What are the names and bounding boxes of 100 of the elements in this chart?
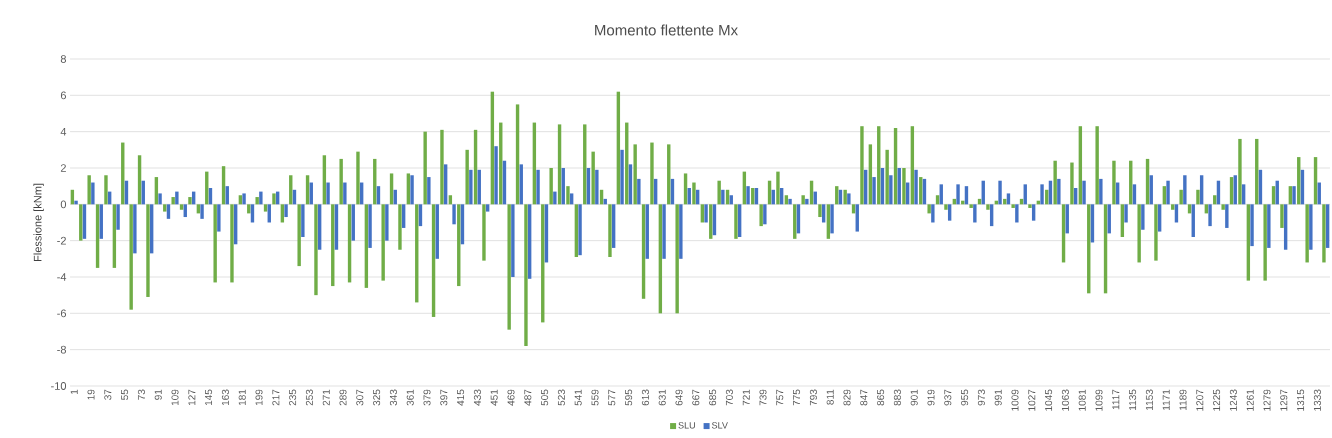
bar — [620, 149, 624, 205]
x-tick-label: 307 — [356, 389, 364, 406]
x-tick-label: 181 — [238, 389, 246, 406]
bar — [553, 191, 557, 205]
bar — [1028, 204, 1032, 208]
x-tick-label: 1135 — [1129, 389, 1137, 410]
x-tick-label: 1189 — [1179, 389, 1187, 410]
x-tick-label: 667 — [692, 389, 700, 406]
bar — [401, 204, 406, 228]
x-tick-label: 1225 — [1213, 389, 1221, 411]
bar — [855, 204, 859, 232]
bar — [830, 204, 834, 234]
bar — [158, 193, 162, 205]
bar — [650, 142, 654, 205]
bar — [494, 146, 498, 205]
bar — [255, 197, 259, 205]
y-tick-label: 4 — [60, 127, 67, 136]
x-tick-label: 487 — [524, 389, 532, 406]
bar — [242, 193, 246, 205]
bar — [1225, 204, 1229, 228]
bar — [116, 204, 120, 230]
x-tick-label: 379 — [423, 389, 431, 406]
bar — [1238, 138, 1242, 205]
x-tick-label: 91 — [154, 389, 162, 400]
bar — [1011, 204, 1015, 208]
bar — [1221, 204, 1225, 210]
bar — [1154, 204, 1158, 261]
bar — [171, 197, 175, 205]
bar — [914, 169, 918, 205]
x-tick-label: 469 — [507, 389, 515, 406]
x-tick-label: 271 — [322, 389, 330, 406]
x-tick-label: 73 — [137, 389, 145, 400]
bar — [704, 204, 708, 223]
bar — [217, 204, 221, 232]
bar — [356, 151, 360, 205]
bar — [175, 191, 179, 205]
x-tick-label: 649 — [675, 389, 683, 406]
bar — [709, 204, 713, 239]
chart-title: Momento flettente Mx — [595, 24, 738, 36]
x-tick-label: 55 — [121, 389, 129, 400]
x-tick-label: 415 — [457, 389, 465, 406]
bar — [272, 193, 276, 205]
x-tick-label: 451 — [490, 389, 498, 406]
bar — [1183, 175, 1187, 205]
bar — [452, 204, 456, 225]
bar — [317, 204, 322, 250]
bar — [885, 149, 889, 205]
bar — [87, 175, 91, 205]
x-tick-label: 505 — [541, 389, 549, 406]
x-tick-label: 613 — [641, 389, 649, 406]
bar — [759, 204, 763, 227]
y-tick-label: 6 — [60, 91, 66, 100]
bar — [465, 149, 469, 205]
bar — [1305, 204, 1309, 263]
bar — [1166, 180, 1170, 205]
bar — [793, 204, 797, 239]
x-tick-label: 685 — [709, 389, 717, 406]
x-tick-label: 109 — [171, 389, 179, 406]
bar — [788, 198, 792, 205]
bar — [595, 169, 599, 205]
bar — [536, 169, 540, 205]
x-tick-label: 145 — [205, 389, 213, 406]
bar — [1267, 204, 1271, 248]
bar — [746, 186, 750, 205]
bar — [549, 167, 553, 205]
x-tick-label: 757 — [776, 389, 784, 406]
y-tick-label: 8 — [60, 55, 66, 63]
x-tick-label: 775 — [793, 389, 801, 406]
x-tick-label: 1261 — [1246, 389, 1254, 411]
bar — [485, 204, 490, 212]
x-tick-label: 325 — [373, 389, 381, 406]
x-tick-label: 289 — [339, 389, 347, 406]
bar — [91, 182, 95, 205]
bar — [1124, 204, 1128, 223]
bar — [956, 184, 960, 205]
x-tick-label: 793 — [809, 389, 817, 406]
bar — [826, 204, 831, 239]
x-tick-label: 1063 — [1061, 389, 1069, 411]
x-tick-label: 739 — [759, 389, 767, 406]
bar — [662, 204, 666, 259]
x-tick-label: 919 — [927, 389, 935, 406]
x-tick-label: 127 — [188, 389, 196, 406]
x-tick-label: 199 — [255, 389, 263, 406]
bar — [1157, 204, 1162, 232]
bar — [334, 204, 339, 250]
bar — [947, 204, 952, 221]
x-tick-label: 847 — [860, 389, 868, 406]
bar — [188, 197, 192, 205]
x-tick-label: 1243 — [1229, 389, 1237, 411]
bar — [1263, 204, 1267, 281]
x-tick-label: 1279 — [1263, 389, 1271, 411]
x-tick-label: 541 — [574, 389, 582, 406]
legend-label: SLV — [712, 422, 728, 429]
bar — [297, 204, 301, 267]
bar — [717, 180, 721, 205]
x-tick-label: 703 — [725, 389, 733, 406]
bar — [1137, 204, 1141, 263]
x-tick-label: 829 — [843, 389, 851, 406]
bar — [721, 189, 725, 205]
bar — [163, 204, 167, 212]
